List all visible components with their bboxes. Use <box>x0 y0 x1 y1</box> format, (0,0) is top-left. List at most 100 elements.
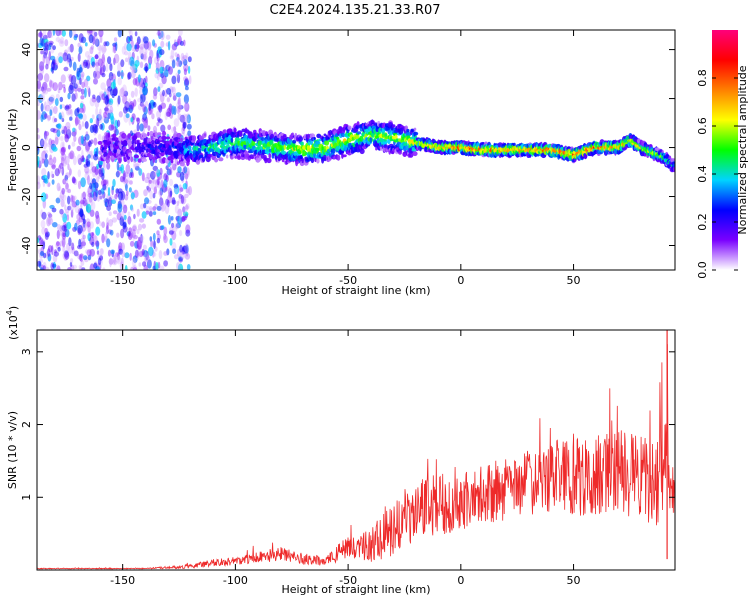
noise-cell <box>152 39 156 47</box>
noise-cell <box>163 226 168 236</box>
noise-cell <box>120 86 125 95</box>
noise-cell <box>110 115 115 125</box>
noise-cell <box>77 154 82 164</box>
noise-cell <box>103 117 110 124</box>
noise-cell <box>43 42 48 48</box>
noise-cell <box>80 108 83 113</box>
noise-cell <box>97 111 102 119</box>
noise-cell <box>167 215 172 225</box>
noise-cell <box>181 196 187 205</box>
noise-cell <box>88 169 93 174</box>
noise-cell <box>68 237 72 247</box>
noise-cell <box>115 255 121 263</box>
ridge-cell <box>356 121 360 126</box>
ridge-cell <box>398 150 402 155</box>
noise-cell <box>49 79 53 88</box>
noise-cell <box>104 107 109 112</box>
ridge-cell <box>299 154 303 159</box>
ridge-cell <box>266 157 272 164</box>
noise-cell <box>132 255 138 263</box>
ridge-cell <box>324 140 330 146</box>
noise-cell <box>115 252 119 257</box>
noise-cell <box>60 199 65 208</box>
noise-cell <box>85 131 89 137</box>
noise-cell <box>61 187 65 195</box>
noise-cell <box>37 237 40 244</box>
noise-cell <box>131 65 137 73</box>
noise-cell <box>184 242 189 253</box>
noise-cell <box>118 210 125 219</box>
noise-cell <box>178 105 184 110</box>
noise-cell <box>76 145 82 152</box>
noise-cell <box>178 256 183 262</box>
noise-cell <box>108 258 114 265</box>
noise-cell <box>185 171 190 178</box>
noise-cell <box>86 59 90 69</box>
noise-cell <box>63 178 69 184</box>
ridge-cell <box>310 157 315 164</box>
noise-cell <box>45 132 49 141</box>
noise-cell <box>154 56 158 65</box>
noise-cell <box>62 194 67 201</box>
noise-cell <box>60 141 64 151</box>
noise-cell <box>142 52 148 62</box>
noise-cell <box>73 135 77 142</box>
snr-xlabel: Height of straight line (km) <box>281 583 430 596</box>
noise-cell <box>113 57 116 66</box>
noise-cell <box>143 189 148 197</box>
noise-cell <box>92 123 98 133</box>
noise-cell <box>114 128 119 136</box>
noise-cell <box>59 240 64 247</box>
noise-cell <box>65 104 70 110</box>
ridge-cell <box>157 132 162 136</box>
noise-cell <box>127 215 132 225</box>
noise-cell <box>51 164 56 170</box>
noise-cell <box>93 182 99 189</box>
noise-cell <box>49 33 53 39</box>
noise-cell <box>59 225 64 232</box>
ridge-cell <box>127 139 132 145</box>
noise-cell <box>178 193 183 199</box>
colorbar-label: Normalized spectral amplitude <box>736 65 749 234</box>
noise-cell <box>62 141 65 152</box>
noise-cell <box>47 30 52 39</box>
ridge-cell <box>314 157 317 163</box>
noise-cell <box>70 75 77 85</box>
noise-cell <box>134 165 140 171</box>
noise-cell <box>117 70 121 77</box>
noise-cell <box>44 228 49 233</box>
noise-cell <box>81 154 85 162</box>
ridge-cell <box>214 158 218 163</box>
noise-cell <box>145 65 148 74</box>
noise-cell <box>73 250 79 257</box>
noise-cell <box>90 197 93 207</box>
noise-cell <box>64 229 70 238</box>
noise-cell <box>184 205 189 210</box>
noise-cell <box>167 186 171 191</box>
noise-cell <box>141 93 146 103</box>
ridge-cell <box>176 161 180 166</box>
noise-cell <box>84 171 90 181</box>
ridge-cell <box>177 138 181 143</box>
snr-xtick-label: -150 <box>110 574 135 587</box>
noise-cell <box>94 62 100 67</box>
noise-cell <box>70 108 73 118</box>
noise-cell <box>43 52 47 59</box>
noise-cell <box>138 169 142 176</box>
ridge-cell <box>347 138 352 143</box>
noise-cell <box>186 114 191 124</box>
noise-cell <box>77 157 82 166</box>
ridge-cell <box>331 148 336 154</box>
noise-cell <box>50 61 56 70</box>
ridge-cell <box>160 151 165 157</box>
noise-cell <box>82 191 86 200</box>
noise-cell <box>109 75 115 81</box>
ridge-cell <box>122 146 127 153</box>
noise-cell <box>77 224 83 234</box>
noise-cell <box>160 124 166 133</box>
noise-cell <box>104 88 107 97</box>
noise-cell <box>69 166 72 177</box>
noise-cell <box>128 116 132 126</box>
noise-cell <box>50 163 56 168</box>
noise-cell <box>66 214 70 222</box>
